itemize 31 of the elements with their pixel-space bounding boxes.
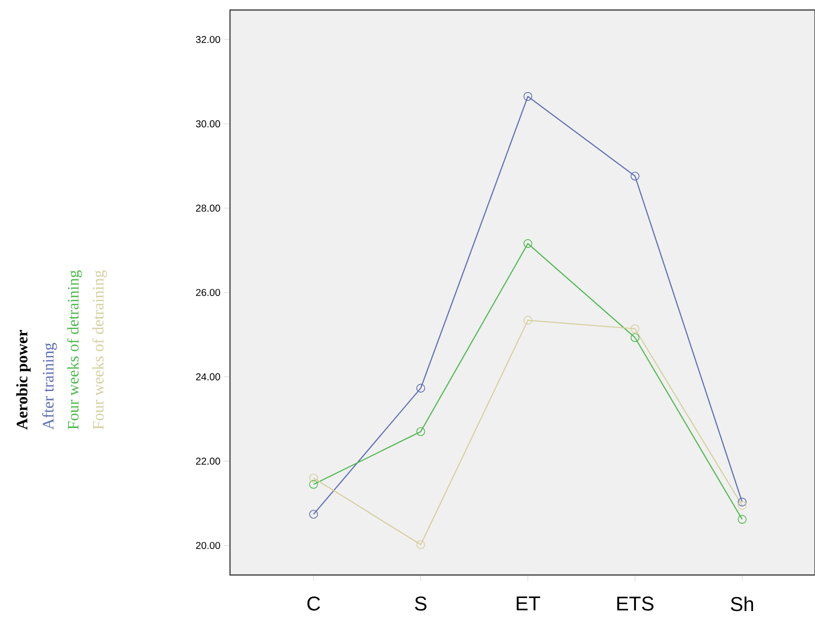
y-tick-label: 22.00 <box>196 458 220 465</box>
y-tick-label: 28.00 <box>196 204 220 212</box>
point <box>523 316 532 325</box>
x-tick-label: ETS <box>617 596 654 611</box>
x-tick-label: Sh <box>730 596 754 612</box>
point <box>630 172 640 181</box>
text: After training <box>42 342 57 430</box>
legend-title: Aerobic power <box>16 330 31 430</box>
y-tick-label: 32.00 <box>196 36 220 44</box>
text: Four weeks of detraining <box>92 270 107 430</box>
point <box>630 324 640 334</box>
y-tick-label: 26.00 <box>196 288 220 296</box>
point <box>416 540 426 550</box>
x-tick-label: S <box>414 596 426 611</box>
point <box>416 384 426 393</box>
point <box>738 514 747 524</box>
point <box>738 501 747 510</box>
point <box>309 480 318 489</box>
y-tick-label: 30.00 <box>196 120 220 128</box>
point <box>738 498 747 506</box>
point <box>630 333 640 342</box>
point <box>309 474 318 482</box>
y-tick-label: 20.00 <box>196 542 220 549</box>
point <box>523 239 532 248</box>
text: Four weeks of detraining <box>67 270 82 430</box>
x-tick-label: ET <box>516 596 540 610</box>
point <box>416 427 426 436</box>
point <box>523 92 532 101</box>
point <box>309 510 318 519</box>
y-tick-label: 24.00 <box>196 373 220 380</box>
x-tick-label: C <box>307 596 320 611</box>
